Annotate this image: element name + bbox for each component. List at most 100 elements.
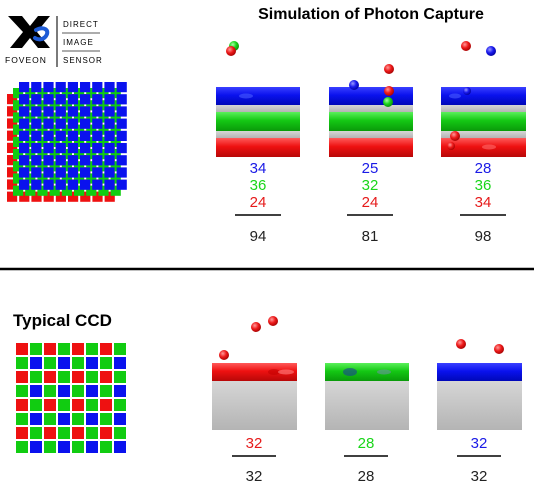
- blue-layer-cell: [92, 82, 103, 93]
- green-layer-cell: [110, 185, 121, 196]
- green-layer-cell: [98, 161, 109, 172]
- green-layer-cell: [110, 88, 121, 99]
- green-layer-cell: [98, 185, 109, 196]
- red-pixel: [44, 343, 56, 355]
- blue-layer-cell: [31, 94, 42, 105]
- blue-layer-cell: [104, 179, 115, 190]
- green-layer-cell: [49, 100, 60, 111]
- total-count: 32: [471, 468, 488, 485]
- green-pixel: [44, 385, 56, 397]
- green-pixel: [100, 413, 112, 425]
- blue-layer-cell: [67, 167, 78, 178]
- green-layer-cell: [37, 112, 48, 123]
- blue-pixel: [114, 385, 126, 397]
- green-pixel: [58, 343, 70, 355]
- absorbed-photon: [343, 368, 357, 376]
- blue-layer-cell: [31, 179, 42, 190]
- blue-layer-cell: [104, 82, 115, 93]
- green-pixel: [86, 343, 98, 355]
- green-layer-cell: [49, 124, 60, 135]
- green-layer-cell: [37, 124, 48, 135]
- green-layer-cell: [37, 88, 48, 99]
- green-layer-cell: [25, 136, 36, 147]
- layered-sensor-grid: [7, 82, 127, 202]
- red-photon: [226, 46, 236, 56]
- green-pixel: [114, 343, 126, 355]
- green-layer-cell: [61, 161, 72, 172]
- green-layer-cell: [86, 185, 97, 196]
- red-layer-cell: [104, 191, 115, 202]
- green-layer-cell: [98, 136, 109, 147]
- blue-photon: [486, 46, 496, 56]
- red-photon: [384, 86, 394, 96]
- green-layer-cell: [13, 112, 24, 123]
- blue-layer-cell: [116, 94, 127, 105]
- blue-layer-cell: [43, 118, 54, 129]
- green-layer-cell: [13, 88, 24, 99]
- gray-separator: [216, 105, 300, 112]
- green-pixel: [100, 357, 112, 369]
- red-pixel: [100, 399, 112, 411]
- green-layer-cell: [49, 136, 60, 147]
- green-pixel: [16, 413, 28, 425]
- blue-layer-cell: [92, 118, 103, 129]
- red-photon: [494, 344, 504, 354]
- red-pixel: [100, 343, 112, 355]
- green-layer-cell: [37, 100, 48, 111]
- green-pixel: [30, 399, 42, 411]
- green-layer-cell: [74, 185, 85, 196]
- gray-separator: [329, 105, 413, 112]
- green-pixel: [100, 385, 112, 397]
- x3-column-3: 28 36 34 98: [441, 41, 526, 245]
- x3-column-2: 25 32 24 81: [329, 64, 413, 245]
- blue-pixel: [86, 357, 98, 369]
- green-pixel: [86, 427, 98, 439]
- green-filter: [325, 363, 409, 381]
- blue-layer-cell: [43, 155, 54, 166]
- green-layer-cell: [13, 149, 24, 160]
- blue-layer-cell: [43, 167, 54, 178]
- green-layer-cell: [74, 149, 85, 160]
- green-layer: [216, 112, 300, 131]
- blue-layer-cell: [19, 118, 30, 129]
- green-layer-cell: [110, 149, 121, 160]
- blue-layer-cell: [31, 118, 42, 129]
- blue-layer-cell: [55, 130, 66, 141]
- blue-layer-cell: [67, 143, 78, 154]
- absorbed-photon: [482, 144, 496, 150]
- red-photon: [384, 64, 394, 74]
- blue-pixel: [58, 357, 70, 369]
- blue-layer-cell: [43, 143, 54, 154]
- green-layer-cell: [37, 185, 48, 196]
- blue-layer-cell: [67, 155, 78, 166]
- blue-layer-cell: [31, 106, 42, 117]
- green-layer-cell: [110, 136, 121, 147]
- red-layer-cell: [80, 191, 91, 202]
- green-layer-cell: [61, 100, 72, 111]
- red-pixel: [16, 343, 28, 355]
- green-layer-cell: [98, 173, 109, 184]
- logo-line-direct: DIRECT: [63, 20, 99, 29]
- green-pixel: [86, 371, 98, 383]
- blue-layer-cell: [104, 155, 115, 166]
- blue-layer-cell: [80, 82, 91, 93]
- blue-layer-cell: [43, 82, 54, 93]
- total-count: 28: [358, 468, 375, 485]
- photosite-well: [212, 381, 297, 430]
- green-layer-cell: [74, 173, 85, 184]
- blue-layer-cell: [80, 118, 91, 129]
- green-count: 36: [250, 177, 267, 194]
- bayer-mosaic-grid: [16, 343, 126, 453]
- blue-layer-cell: [104, 94, 115, 105]
- blue-layer-cell: [19, 143, 30, 154]
- blue-layer-cell: [80, 106, 91, 117]
- green-layer-cell: [86, 100, 97, 111]
- red-pixel: [72, 371, 84, 383]
- red-photon: [219, 350, 229, 360]
- blue-pixel: [58, 441, 70, 453]
- blue-layer-cell: [116, 167, 127, 178]
- blue-pixel: [30, 441, 42, 453]
- blue-count: 32: [471, 435, 488, 452]
- blue-layer-cell: [80, 179, 91, 190]
- red-layer-cell: [43, 191, 54, 202]
